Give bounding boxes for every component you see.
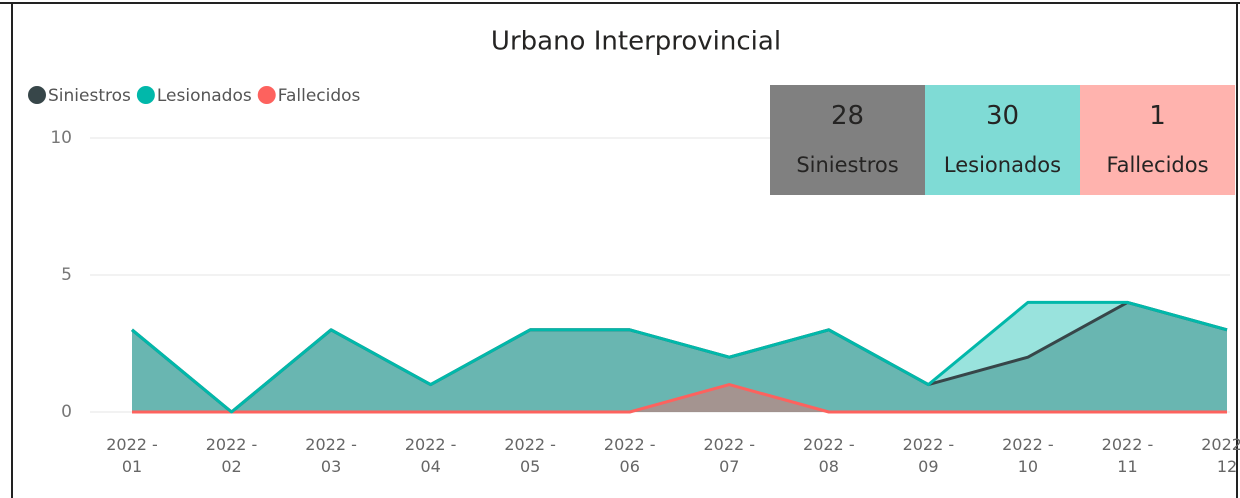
kpi-value: 30 bbox=[985, 101, 1020, 131]
x-tick-label: 2022 - 05 bbox=[504, 435, 556, 476]
kpi-value: 28 bbox=[830, 101, 865, 131]
legend-marker bbox=[28, 86, 46, 104]
kpi-label: Fallecidos bbox=[1106, 153, 1209, 177]
area bbox=[132, 302, 1227, 412]
x-tick-label: 2022 - 06 bbox=[603, 435, 656, 476]
legend-label: Lesionados bbox=[157, 86, 252, 106]
kpi-label: Lesionados bbox=[943, 153, 1062, 177]
x-tick-label: 2022 - 09 bbox=[902, 435, 955, 476]
area bbox=[132, 384, 1227, 412]
kpi-value: 1 bbox=[1149, 101, 1166, 131]
x-tick-label: 2022 - 11 bbox=[1101, 435, 1154, 476]
kpi-card: 30 Lesionados bbox=[925, 85, 1080, 195]
x-tick-label: 2022 - 07 bbox=[703, 435, 756, 476]
x-tick-label: 2022 - 10 bbox=[1002, 435, 1054, 476]
y-tick-label: 5 bbox=[61, 265, 72, 285]
line bbox=[131, 300, 1228, 414]
legend-marker bbox=[136, 86, 155, 104]
legend-marker bbox=[257, 86, 276, 104]
legend-label: Fallecidos bbox=[278, 86, 361, 106]
line bbox=[132, 383, 1227, 414]
x-tick-label: 2022 - 08 bbox=[803, 435, 855, 476]
legend-label: Siniestros bbox=[48, 86, 131, 106]
x-tick-label: 2022 - 01 bbox=[106, 435, 158, 476]
x-tick-label: 2022 - 03 bbox=[305, 435, 357, 476]
kpi-card: 1 Fallecidos bbox=[1080, 85, 1235, 195]
area bbox=[132, 302, 1227, 412]
kpi-card: 28 Siniestros bbox=[770, 85, 925, 195]
kpi-label: Siniestros bbox=[796, 153, 899, 177]
x-tick-label: 2022 - 04 bbox=[404, 435, 457, 476]
x-tick-label: 2022 - 12 bbox=[1201, 435, 1240, 476]
y-tick-label: 10 bbox=[50, 128, 72, 148]
chart-title: Urbano Interprovincial bbox=[491, 27, 781, 57]
x-tick-label: 2022 - 02 bbox=[205, 435, 258, 476]
y-tick-label: 0 bbox=[61, 402, 72, 422]
